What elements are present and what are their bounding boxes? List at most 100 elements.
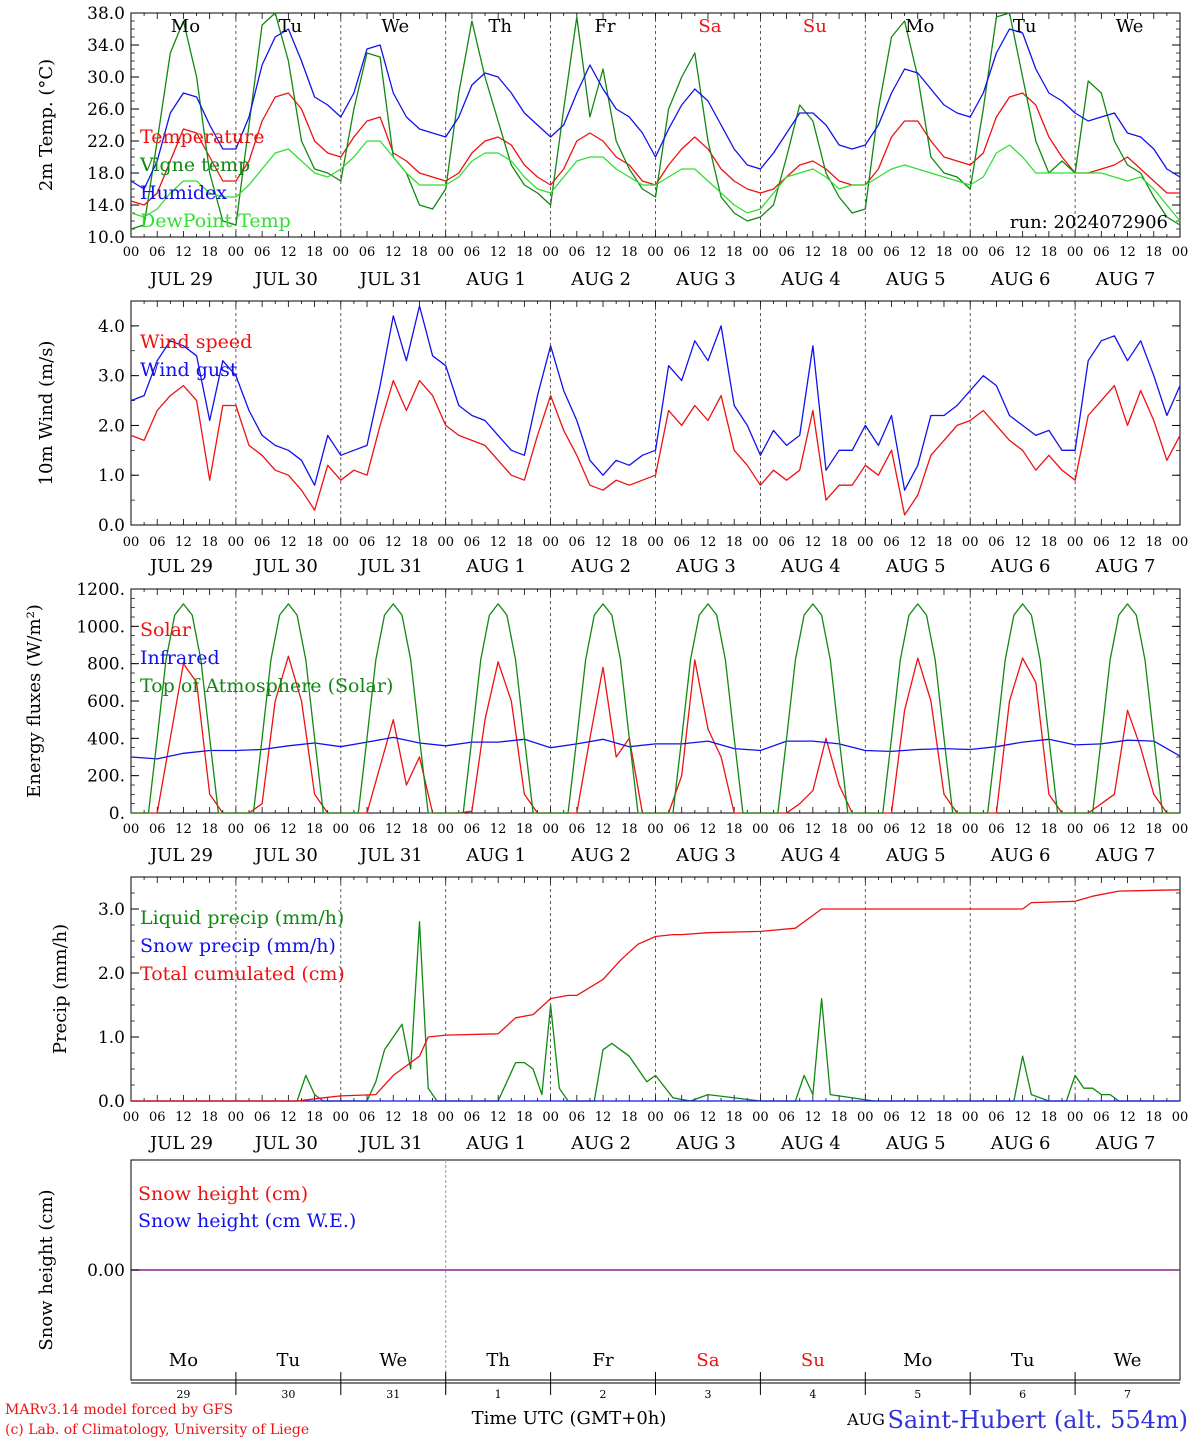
- panel-2: 00 06 12 18 00 06 12 18 00 06 12 18 00 06 12 18 00 06 12 18…: [36, 300, 1188, 577]
- hour-tick-label: 00: [857, 245, 874, 260]
- legend-entry: Snow height (cm): [138, 1183, 308, 1205]
- hour-tick-label: 12: [595, 1110, 612, 1125]
- date-label: AUG 4: [780, 556, 841, 577]
- hour-tick-label: 12: [595, 245, 612, 260]
- y-tick-label: 1200.: [76, 580, 125, 600]
- hour-tick-label: 06: [988, 1110, 1005, 1125]
- hour-tick-label: 18: [726, 1110, 743, 1125]
- day-number: 31: [386, 1388, 400, 1401]
- hour-tick-label: 00: [962, 535, 979, 550]
- day-name: We: [1114, 1350, 1142, 1371]
- day-name: Sa: [696, 1350, 719, 1371]
- hour-tick-label: 06: [569, 245, 586, 260]
- hour-tick-label: 12: [1014, 822, 1031, 837]
- date-label: JUL 30: [253, 269, 318, 290]
- hour-tick-label: 06: [778, 1110, 795, 1125]
- hour-tick-label: 12: [1119, 535, 1136, 550]
- y-tick-label: 38.0: [87, 4, 125, 24]
- date-label: JUL 30: [253, 556, 318, 577]
- hour-tick-label: 12: [1119, 822, 1136, 837]
- legend-entry: Solar: [140, 619, 192, 641]
- hour-tick-label: 18: [306, 245, 323, 260]
- day-name-top: We: [381, 16, 409, 37]
- y-tick-label: 3.0: [98, 900, 125, 920]
- date-label: AUG 4: [780, 269, 841, 290]
- hour-tick-label: 18: [1146, 535, 1163, 550]
- hour-tick-label: 00: [123, 535, 140, 550]
- hour-tick-label: 06: [464, 535, 481, 550]
- day-name: Fr: [593, 1350, 614, 1371]
- hour-tick-label: 18: [831, 822, 848, 837]
- series-line-wind-speed: [130, 379, 1181, 516]
- series-line-dewpoint-temp: [130, 140, 1181, 222]
- hour-tick-label: 06: [149, 245, 166, 260]
- hour-tick-label: 18: [516, 535, 533, 550]
- hour-tick-label: 06: [254, 245, 271, 260]
- y-tick-label: 0.00: [87, 1261, 125, 1281]
- day-name: Tu: [1011, 1350, 1035, 1371]
- hour-tick-label: 00: [333, 822, 350, 837]
- hour-tick-label: 12: [1014, 245, 1031, 260]
- date-label: AUG 2: [570, 845, 631, 866]
- hour-tick-label: 00: [647, 535, 664, 550]
- hour-tick-label: 12: [1014, 535, 1031, 550]
- legend-entry: Wind gust: [140, 359, 238, 381]
- hour-tick-label: 12: [490, 535, 507, 550]
- hour-tick-label: 18: [726, 822, 743, 837]
- hour-tick-label: 00: [437, 245, 454, 260]
- hour-tick-label: 12: [175, 1110, 192, 1125]
- y-tick-label: 10.0: [87, 228, 125, 248]
- hour-tick-label: 00: [437, 535, 454, 550]
- hour-tick-label: 12: [280, 822, 297, 837]
- date-label: AUG 7: [1095, 556, 1156, 577]
- day-name-top: Su: [803, 16, 827, 37]
- hour-tick-label: 06: [673, 245, 690, 260]
- hour-tick-label: 12: [805, 245, 822, 260]
- hour-tick-label: 18: [1041, 1110, 1058, 1125]
- date-label: JUL 30: [253, 1133, 318, 1154]
- hour-tick-label: 00: [857, 822, 874, 837]
- hour-tick-label: 18: [621, 535, 638, 550]
- hour-tick-label: 06: [778, 822, 795, 837]
- day-name: Th: [486, 1350, 510, 1371]
- hour-tick-label: 18: [936, 822, 953, 837]
- day-name: We: [379, 1350, 407, 1371]
- hour-tick-label: 00: [647, 822, 664, 837]
- y-tick-label: 1.0: [98, 466, 125, 486]
- hour-tick-label: 18: [936, 245, 953, 260]
- series-line-top-of-atmosphere-solar: [131, 603, 1180, 814]
- hour-tick-label: 18: [411, 1110, 428, 1125]
- day-number: 6: [1019, 1388, 1026, 1401]
- hour-tick-label: 06: [988, 822, 1005, 837]
- hour-tick-label: 18: [201, 1110, 218, 1125]
- hour-tick-label: 06: [778, 535, 795, 550]
- hour-tick-label: 00: [123, 245, 140, 260]
- hour-tick-label: 18: [411, 535, 428, 550]
- hour-tick-label: 12: [175, 822, 192, 837]
- hour-tick-label: 06: [883, 535, 900, 550]
- y-tick-label: 18.0: [87, 164, 125, 184]
- hour-tick-label: 00: [752, 822, 769, 837]
- y-axis-label: 10m Wind (m/s): [36, 341, 57, 486]
- date-label: AUG 5: [885, 269, 946, 290]
- hour-tick-label: 18: [831, 245, 848, 260]
- hour-tick-label: 00: [1067, 535, 1084, 550]
- hour-tick-label: 18: [1041, 535, 1058, 550]
- hour-tick-label: 12: [280, 1110, 297, 1125]
- date-label: AUG 2: [570, 269, 631, 290]
- hour-tick-label: 00: [647, 245, 664, 260]
- day-number: 29: [176, 1388, 190, 1401]
- y-tick-label: 600.: [87, 692, 125, 712]
- hour-tick-label: 18: [621, 1110, 638, 1125]
- hour-tick-label: 06: [464, 822, 481, 837]
- hour-tick-label: 12: [490, 1110, 507, 1125]
- y-axis-label: Precip (mm/h): [50, 924, 71, 1054]
- hour-tick-label: 06: [778, 245, 795, 260]
- date-label: JUL 29: [148, 1133, 213, 1154]
- hour-tick-label: 06: [1093, 1110, 1110, 1125]
- hour-tick-label: 00: [752, 535, 769, 550]
- day-number: 2: [600, 1388, 607, 1401]
- hour-tick-label: 06: [359, 535, 376, 550]
- hour-tick-label: 00: [542, 822, 559, 837]
- hour-tick-label: 00: [542, 1110, 559, 1125]
